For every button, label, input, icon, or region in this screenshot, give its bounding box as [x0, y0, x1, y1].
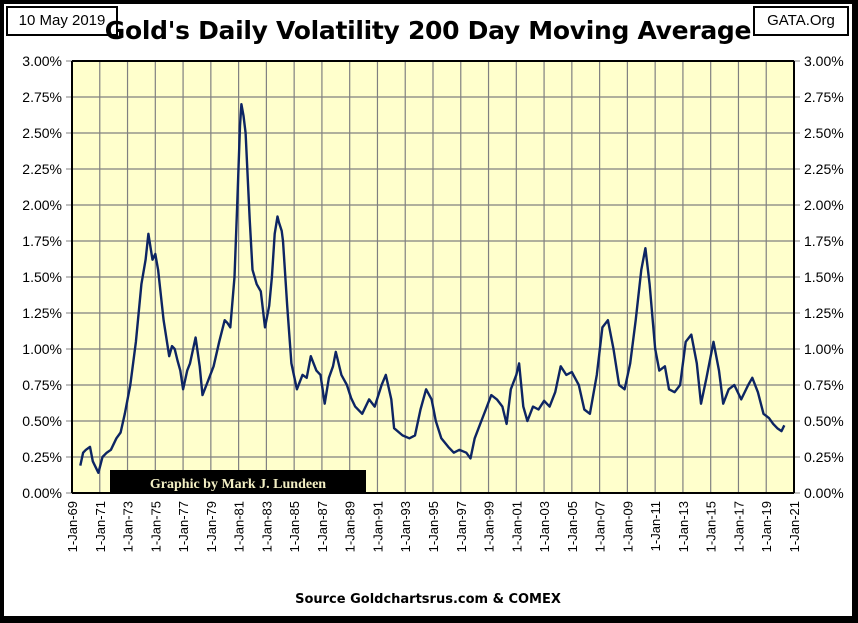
x-tick-label: 1-Jan-93 [398, 501, 413, 552]
y-tick-label-right: 2.25% [804, 161, 844, 177]
y-tick-label-left: 2.50% [22, 125, 62, 141]
y-tick-label-right: 3.00% [804, 53, 844, 69]
y-tick-label-right: 1.00% [804, 341, 844, 357]
x-tick-label: 1-Jan-13 [676, 501, 691, 552]
x-tick-label: 1-Jan-87 [315, 501, 330, 552]
y-tick-label-right: 2.50% [804, 125, 844, 141]
x-tick-label: 1-Jan-83 [259, 501, 274, 552]
x-tick-label: 1-Jan-73 [121, 501, 136, 552]
series-line-volatility [79, 103, 786, 474]
y-axis-right: 0.00% 0.25% 0.50% 0.75% 1.00% 1.25% 1.50% 1.75%… [794, 53, 844, 501]
y-tick-label-right: 0.75% [804, 377, 844, 393]
y-tick-label-right: 0.00% [804, 485, 844, 501]
credit-text: Graphic by Mark J. Lundeen [150, 477, 326, 492]
y-axis-left: 0.00% 0.25% 0.50% 0.75% 1.00% 1.25% 1.50% 1.75%… [22, 53, 72, 501]
x-tick-label: 1-Jan-09 [620, 501, 635, 552]
x-tick-label: 1-Jan-01 [509, 501, 524, 552]
x-tick-label: 1-Jan-89 [343, 501, 358, 552]
y-tick-label-right: 1.50% [804, 269, 844, 285]
source-caption: Source Goldchartsrus.com & COMEX [295, 592, 561, 607]
x-tick-label: 1-Jan-21 [787, 501, 802, 552]
x-tick-label: 1-Jan-77 [176, 501, 191, 552]
y-tick-label-right: 0.50% [804, 413, 844, 429]
y-tick-label-right: 1.25% [804, 305, 844, 321]
x-tick-label: 1-Jan-05 [565, 501, 580, 552]
y-tick-label-left: 3.00% [22, 53, 62, 69]
y-tick-label-left: 0.00% [22, 485, 62, 501]
x-tick-label: 1-Jan-19 [759, 501, 774, 552]
x-tick-label: 1-Jan-11 [648, 501, 663, 551]
y-tick-label-right: 0.25% [804, 449, 844, 465]
x-tick-label: 1-Jan-07 [593, 501, 608, 552]
y-tick-label-right: 2.75% [804, 89, 844, 105]
x-tick-label: 1-Jan-97 [454, 501, 469, 552]
y-tick-label-left: 0.25% [22, 449, 62, 465]
y-tick-label-left: 0.75% [22, 377, 62, 393]
x-tick-label: 1-Jan-79 [204, 501, 219, 552]
date-label: 10 May 2019 [6, 6, 118, 36]
y-tick-label-left: 2.75% [22, 89, 62, 105]
x-tick-label: 1-Jan-71 [93, 501, 108, 552]
credit-banner [110, 470, 366, 493]
x-tick-label: 1-Jan-69 [65, 501, 80, 552]
y-tick-label-left: 0.50% [22, 413, 62, 429]
y-tick-label-left: 2.25% [22, 161, 62, 177]
y-tick-label-left: 1.50% [22, 269, 62, 285]
x-axis: 1-Jan-69 1-Jan-71 1-Jan-73 1-Jan-75 1-Jan-77… [65, 501, 802, 552]
chart-title: Gold's Daily Volatility 200 Day Moving A… [104, 16, 752, 45]
x-tick-label: 1-Jan-81 [232, 501, 247, 552]
y-tick-label-right: 2.00% [804, 197, 844, 213]
y-tick-label-left: 1.75% [22, 233, 62, 249]
x-tick-label: 1-Jan-15 [704, 501, 719, 552]
x-tick-label: 1-Jan-91 [370, 501, 385, 552]
y-tick-label-left: 1.00% [22, 341, 62, 357]
horizontal-gridlines [72, 96, 794, 458]
x-tick-label: 1-Jan-95 [426, 501, 441, 552]
x-tick-label: 1-Jan-17 [731, 501, 746, 552]
x-tick-label: 1-Jan-75 [148, 501, 163, 552]
y-tick-label-right: 1.75% [804, 233, 844, 249]
y-tick-label-left: 1.25% [22, 305, 62, 321]
x-tick-label: 1-Jan-85 [287, 501, 302, 552]
x-tick-label: 1-Jan-03 [537, 501, 552, 552]
y-tick-label-left: 2.00% [22, 197, 62, 213]
site-label: GATA.Org [753, 6, 849, 36]
x-tick-label: 1-Jan-99 [482, 501, 497, 552]
